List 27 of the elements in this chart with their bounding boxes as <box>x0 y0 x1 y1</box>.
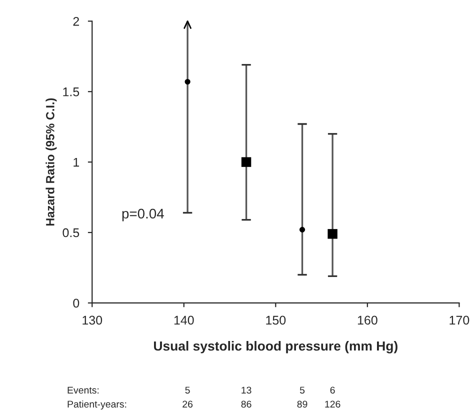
x-tick-label: 150 <box>266 316 286 325</box>
text: 5 <box>185 386 190 394</box>
point <box>328 229 338 239</box>
point <box>241 157 252 167</box>
y-tick-label: 0.5 <box>62 228 80 238</box>
point <box>184 78 190 85</box>
point <box>299 226 306 232</box>
x-axis-title: Usual systolic blood pressure (mm Hg) <box>154 340 398 354</box>
text: 89 <box>297 400 308 408</box>
text: 6 <box>330 386 335 394</box>
text: 13 <box>242 386 252 394</box>
x-tick-label: 140 <box>174 316 194 325</box>
x-tick-label: 130 <box>82 316 102 325</box>
y-axis-title: Hazard Ratio (95% C.I.) <box>46 98 57 226</box>
x-tick-label: 160 <box>358 316 378 325</box>
y-tick-label: 2 <box>73 16 79 26</box>
y-tick-label: 1.5 <box>63 88 80 96</box>
text: 5 <box>300 386 305 394</box>
text: 86 <box>241 400 252 408</box>
text: Patient-years: <box>68 400 126 410</box>
annotation: p=0.04 <box>122 208 164 222</box>
text: Events: <box>68 386 99 394</box>
x-tick-label: 170 <box>450 316 470 325</box>
text: 126 <box>325 400 340 408</box>
y-tick-label: 1 <box>74 158 80 167</box>
text: 26 <box>182 400 193 408</box>
y-tick-label: 0 <box>73 298 80 308</box>
